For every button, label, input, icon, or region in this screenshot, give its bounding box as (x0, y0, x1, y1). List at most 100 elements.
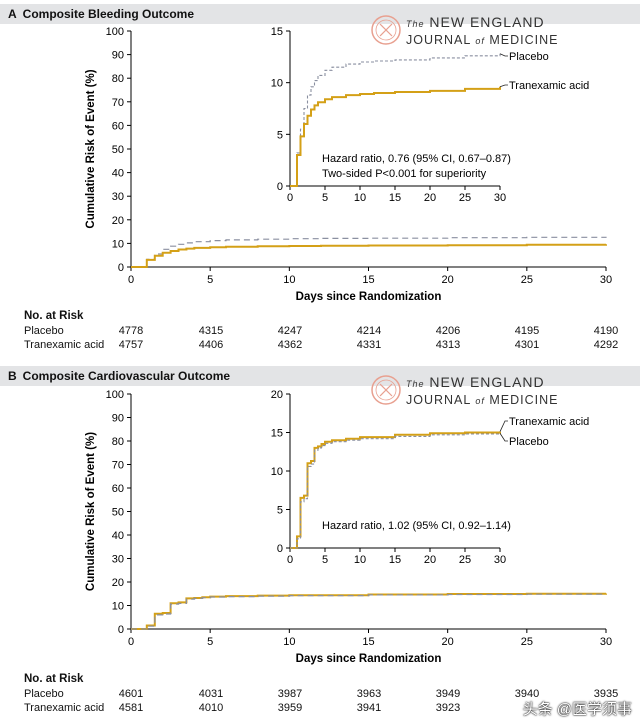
b-x-tick-label: 5 (207, 636, 213, 648)
b-risk-cell: 3949 (435, 688, 461, 700)
panel-a-title-bar (0, 4, 640, 24)
a-risk-row-label: Tranexamic acid (24, 339, 105, 351)
b-y-tick-label: 10 (112, 601, 124, 613)
a-risk-cell: 4247 (277, 325, 303, 337)
b-journal-seal-cross (379, 383, 393, 397)
a-risk-cell: 4190 (593, 325, 619, 337)
b-journal-medicine: MEDICINE (485, 393, 559, 407)
a-x-tick-label: 10 (283, 274, 295, 286)
b-journal-journal: JOURNAL (406, 393, 475, 407)
b-journal-the: The (406, 379, 425, 389)
a-inset-y-tick-label: 5 (277, 129, 283, 141)
a-leader-tranexamic (499, 84, 508, 88)
a-inset-x-tick-label: 25 (459, 192, 471, 204)
b-y-tick-label: 30 (112, 554, 124, 566)
a-x-tick-label: 0 (128, 274, 134, 286)
b-inset-y-tick-label: 20 (271, 389, 283, 401)
panel-b-title-text: Composite Cardiovascular Outcome (22, 369, 231, 383)
b-inset-y-tick-label: 0 (277, 543, 283, 555)
b-y-tick-label: 20 (112, 577, 124, 589)
b-journal-seal-inner (375, 379, 397, 401)
panel-a-letter: A (8, 7, 17, 21)
a-inset-x-tick-label: 15 (389, 192, 401, 204)
a-risk-cell: 4406 (198, 339, 224, 351)
a-journal-new-england: NEW ENGLAND (425, 14, 545, 30)
a-inset-x-tick-label: 10 (354, 192, 366, 204)
b-risk-cell: 3935 (593, 688, 619, 700)
a-risk-cell: 4757 (118, 339, 144, 351)
b-y-tick-label: 100 (106, 389, 124, 401)
b-x-tick-label: 15 (362, 636, 374, 648)
b-risk-cell: 3987 (277, 688, 303, 700)
b-risk-cell: 3940 (514, 688, 540, 700)
a-x-tick-label: 30 (600, 274, 612, 286)
b-risk-cell: 3963 (356, 688, 382, 700)
a-y-tick-label: 20 (112, 215, 124, 227)
b-y-axis-label: Cumulative Risk of Event (%) (85, 432, 97, 591)
b-hazard-annotation-1: Hazard ratio, 1.02 (95% CI, 0.92–1.14) (322, 520, 511, 532)
a-risk-cell: 4362 (277, 339, 303, 351)
a-y-tick-label: 30 (112, 191, 124, 203)
a-risk-cell: 4292 (593, 339, 619, 351)
b-risk-cell: 4581 (118, 702, 144, 714)
a-journal-seal-inner (375, 19, 397, 41)
a-risk-header: No. at Risk (24, 310, 84, 322)
b-risk-header: No. at Risk (24, 673, 84, 685)
panel-a-title: A Composite Bleeding Outcome (8, 4, 194, 24)
b-x-tick-label: 30 (600, 636, 612, 648)
a-series-tranexamic (131, 243, 607, 268)
b-y-tick-label: 0 (118, 624, 124, 636)
a-y-tick-label: 0 (118, 262, 124, 274)
a-risk-cell: 4214 (356, 325, 382, 337)
a-y-tick-label: 70 (112, 97, 124, 109)
a-journal-journal: JOURNAL (406, 33, 475, 47)
a-risk-cell: 4195 (514, 325, 540, 337)
b-inset-y-tick-label: 15 (271, 428, 283, 440)
a-inset-series-placebo (290, 53, 501, 187)
a-risk-cell: 4315 (198, 325, 224, 337)
a-x-tick-label: 25 (521, 274, 533, 286)
b-x-tick-label: 0 (128, 636, 134, 648)
a-y-tick-label: 100 (106, 26, 124, 38)
panel-a-title-text: Composite Bleeding Outcome (22, 7, 195, 21)
b-journal-name-line2: JOURNAL of MEDICINE (406, 393, 558, 407)
b-risk-cell: 4031 (198, 688, 224, 700)
a-risk-cell: 4778 (118, 325, 144, 337)
a-x-tick-label: 15 (362, 274, 374, 286)
b-inset-series-tranexamic (290, 431, 501, 549)
a-leader-placebo (499, 53, 508, 57)
a-label-placebo: Placebo (509, 51, 549, 63)
b-leader-placebo (499, 433, 508, 442)
a-y-tick-label: 90 (112, 50, 124, 62)
b-series-placebo (131, 593, 607, 630)
a-series-placebo (131, 236, 607, 268)
b-x-tick-label: 10 (283, 636, 295, 648)
a-y-tick-label: 10 (112, 238, 124, 250)
a-journal-of: of (475, 36, 485, 46)
a-journal-name-line2: JOURNAL of MEDICINE (406, 33, 558, 47)
b-inset-x-tick-label: 30 (494, 554, 506, 566)
a-label-tranexamic: Tranexamic acid (509, 80, 589, 92)
a-y-tick-label: 40 (112, 168, 124, 180)
panel-b-letter: B (8, 369, 17, 383)
b-risk-cell: 4601 (118, 688, 144, 700)
a-risk-cell: 4313 (435, 339, 461, 351)
a-risk-cell: 4301 (514, 339, 540, 351)
a-x-tick-label: 20 (442, 274, 454, 286)
panel-b-title: B Composite Cardiovascular Outcome (8, 366, 230, 386)
b-label-placebo: Placebo (509, 436, 549, 448)
b-inset-x-tick-label: 20 (424, 554, 436, 566)
b-y-tick-label: 50 (112, 507, 124, 519)
b-inset-y-tick-label: 5 (277, 505, 283, 517)
b-label-tranexamic: Tranexamic acid (509, 416, 589, 428)
a-y-tick-label: 60 (112, 120, 124, 132)
a-inset-y-tick-label: 0 (277, 181, 283, 193)
b-risk-row-label: Tranexamic acid (24, 702, 105, 714)
b-inset-x-tick-label: 10 (354, 554, 366, 566)
a-risk-cell: 4331 (356, 339, 382, 351)
b-y-tick-label: 80 (112, 436, 124, 448)
b-risk-cell: 3923 (435, 702, 461, 714)
b-inset-x-tick-label: 5 (322, 554, 328, 566)
